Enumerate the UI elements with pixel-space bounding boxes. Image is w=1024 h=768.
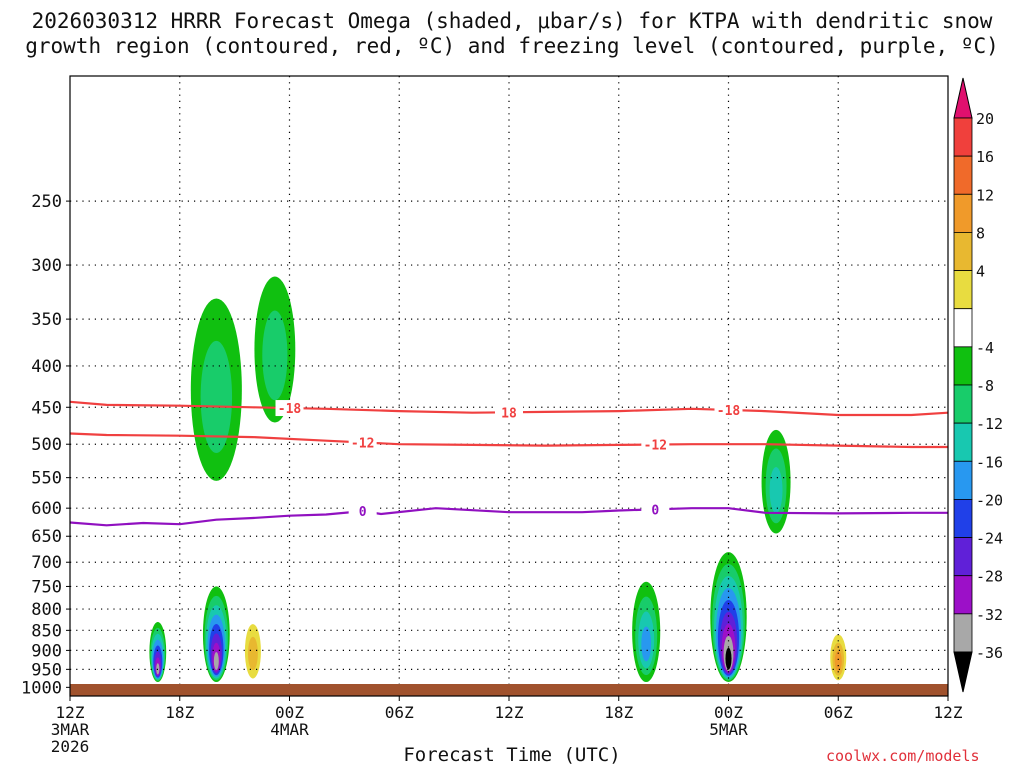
colorbar-swatch-9: [953, 460, 973, 500]
omega-feature-7-level-2: [769, 466, 783, 514]
colorbar-swatch-7: [953, 384, 973, 424]
contour-label-bg: [641, 501, 670, 518]
contour-line-1: [70, 432, 948, 449]
contour-label-bg: [495, 404, 523, 421]
colorbar-label-5: -4: [976, 339, 994, 357]
y-tick-label-700: 700: [31, 553, 62, 573]
omega-feature-8-level-2: [834, 650, 842, 672]
chart-title-line-2: growth region (contoured, red, ºC) and f…: [25, 34, 999, 58]
site-credit: coolwx.com/models: [826, 747, 980, 765]
y-tick-label-800: 800: [31, 600, 62, 620]
x-tick-label: 12Z: [56, 703, 85, 722]
colorbar-swatch-0: [953, 117, 973, 157]
y-axis: 2503003504004505005506006507007508008509…: [21, 192, 70, 698]
colorbar-label-6: -8: [976, 377, 994, 395]
colorbar-label-8: -16: [976, 453, 1003, 471]
contour-label: 0: [651, 503, 659, 518]
contour-line-2: [70, 507, 948, 527]
contour-label-bg: [348, 503, 377, 520]
x-tick-label: 00Z: [275, 703, 304, 722]
contours: -18 18 -18 -12 -12 0 0: [70, 400, 948, 527]
y-tick-label-250: 250: [31, 192, 62, 212]
omega-shading: [149, 276, 847, 683]
contour-label-bg: [275, 400, 304, 417]
y-tick-label-900: 900: [31, 641, 62, 661]
colorbar-swatch-5: [953, 308, 973, 348]
colorbar-bottom-arrow: [953, 651, 973, 693]
colorbar-swatch-2: [953, 193, 973, 233]
colorbar-swatch-8: [953, 422, 973, 462]
x-tick-label: 06Z: [385, 703, 414, 722]
colorbar-swatch-12: [953, 575, 973, 615]
colorbar-swatch-11: [953, 537, 973, 577]
colorbar-label-10: -24: [976, 530, 1003, 548]
omega-feature-5-level-8: [725, 647, 732, 670]
omega-feature-1-level-7: [213, 652, 219, 670]
x-tick-label: 3MAR: [51, 720, 90, 739]
y-tick-label-300: 300: [31, 256, 62, 276]
chart-title-line-1: 2026030312 HRRR Forecast Omega (shaded, …: [31, 9, 993, 33]
grid: [70, 76, 948, 696]
x-tick-label: 4MAR: [270, 720, 309, 739]
omega-feature-6-level-3: [641, 626, 652, 662]
colorbar-swatch-6: [953, 346, 973, 386]
contour-label: -18: [278, 402, 302, 417]
contour-label-bg: [714, 401, 743, 418]
x-tick-label: 18Z: [604, 703, 633, 722]
contour-label: -12: [644, 439, 667, 454]
y-tick-label-650: 650: [31, 527, 62, 547]
colorbar-label-0: 20: [976, 110, 994, 128]
ground-surface: [70, 684, 948, 696]
x-tick-label: 06Z: [824, 703, 853, 722]
y-tick-label-400: 400: [31, 357, 62, 377]
omega-feature-4-level-1: [262, 310, 288, 401]
y-tick-label-1000: 1000: [21, 678, 62, 698]
contour-label: 18: [501, 406, 517, 421]
x-axis-title: Forecast Time (UTC): [403, 744, 621, 766]
y-tick-label-600: 600: [31, 499, 62, 519]
colorbar-label-11: -28: [976, 568, 1003, 586]
x-tick-label: 12Z: [495, 703, 524, 722]
contour-label-bg: [348, 434, 377, 451]
y-tick-label-450: 450: [31, 398, 62, 418]
y-tick-label-950: 950: [31, 660, 62, 680]
y-tick-label-750: 750: [31, 577, 62, 597]
colorbar-label-4: 4: [976, 263, 985, 281]
contour-label-bg: [641, 436, 670, 453]
y-tick-label-550: 550: [31, 469, 62, 489]
colorbar-swatch-4: [953, 270, 973, 310]
colorbar-swatch-1: [953, 155, 973, 195]
x-tick-label: 18Z: [165, 703, 194, 722]
y-tick-label-850: 850: [31, 621, 62, 641]
colorbar-swatch-3: [953, 232, 973, 271]
x-tick-label: 00Z: [714, 703, 743, 722]
x-tick-label: 2026: [51, 737, 90, 756]
colorbar-label-13: -36: [976, 644, 1003, 662]
contour-label: -18: [717, 404, 741, 419]
omega-feature-2-level-1: [247, 636, 258, 671]
colorbar-label-12: -32: [976, 606, 1003, 624]
y-tick-label-350: 350: [31, 310, 62, 330]
x-tick-label: 5MAR: [709, 720, 748, 739]
colorbar-label-1: 16: [976, 148, 994, 166]
colorbar-label-7: -12: [976, 415, 1003, 433]
contour-label: 0: [359, 505, 367, 520]
colorbar-swatch-10: [953, 499, 973, 538]
colorbar-label-9: -20: [976, 491, 1003, 509]
colorbar-top-arrow: [953, 77, 973, 119]
colorbar: 20 16 12 8 4 -4 -8 -12 -16 -20 -24 -28 -32 -36: [953, 77, 1003, 693]
colorbar-swatch-13: [953, 613, 973, 653]
colorbar-label-3: 8: [976, 224, 985, 242]
y-tick-label-500: 500: [31, 435, 62, 455]
contour-label: -12: [351, 436, 374, 451]
x-tick-label: 12Z: [934, 703, 963, 722]
colorbar-label-2: 12: [976, 186, 994, 204]
omega-feature-3-level-1: [200, 340, 233, 454]
